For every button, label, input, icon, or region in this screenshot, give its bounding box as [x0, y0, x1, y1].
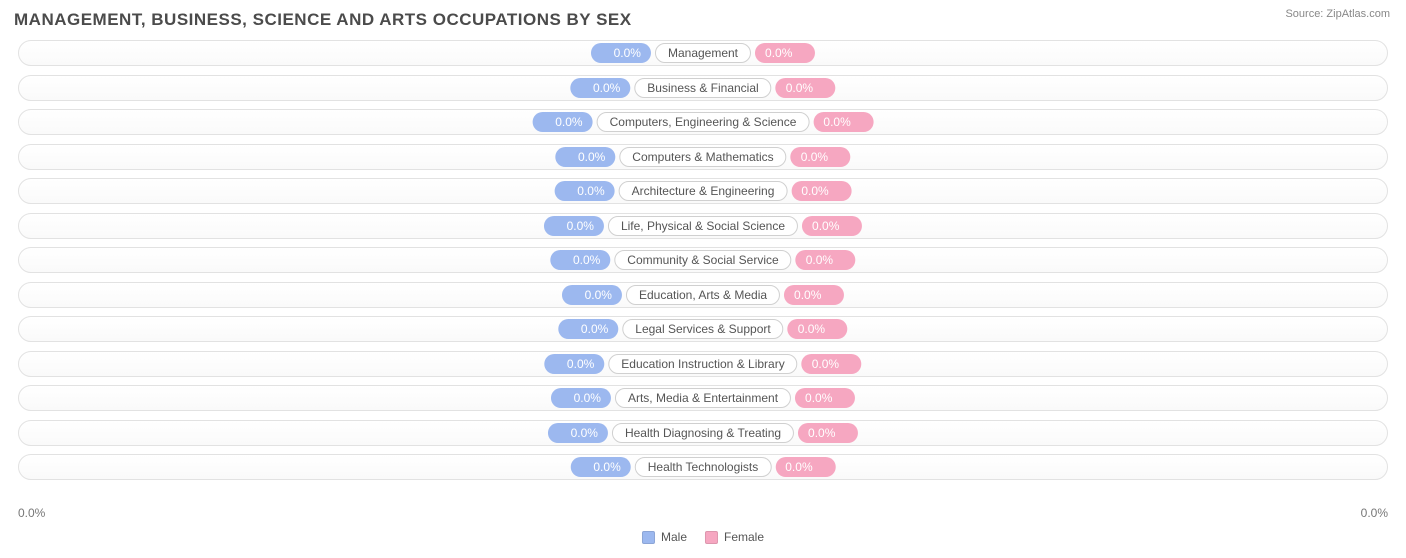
female-bar: 0.0%: [784, 285, 844, 305]
male-bar: 0.0%: [562, 285, 622, 305]
chart-row: 0.0%Education Instruction & Library0.0%: [18, 351, 1388, 377]
chart-row: 0.0%Computers & Mathematics0.0%: [18, 144, 1388, 170]
male-bar: 0.0%: [571, 457, 631, 477]
chart-row-inner: 0.0%Community & Social Service0.0%: [550, 250, 855, 270]
legend-item-female: Female: [705, 530, 764, 544]
chart-row-inner: 0.0%Computers & Mathematics0.0%: [555, 147, 850, 167]
category-label: Health Technologists: [635, 457, 772, 477]
legend: Male Female: [642, 530, 764, 544]
chart-row-inner: 0.0%Health Diagnosing & Treating0.0%: [548, 423, 858, 443]
male-bar: 0.0%: [544, 354, 604, 374]
chart-row: 0.0%Community & Social Service0.0%: [18, 247, 1388, 273]
chart-row: 0.0%Architecture & Engineering0.0%: [18, 178, 1388, 204]
male-bar: 0.0%: [551, 388, 611, 408]
category-label: Architecture & Engineering: [619, 181, 788, 201]
chart-title: MANAGEMENT, BUSINESS, SCIENCE AND ARTS O…: [0, 0, 1406, 30]
chart-row: 0.0%Health Diagnosing & Treating0.0%: [18, 420, 1388, 446]
chart-row-inner: 0.0%Education, Arts & Media0.0%: [562, 285, 844, 305]
chart-row: 0.0%Health Technologists0.0%: [18, 454, 1388, 480]
male-bar: 0.0%: [570, 78, 630, 98]
category-label: Life, Physical & Social Science: [608, 216, 798, 236]
chart-row-inner: 0.0%Legal Services & Support0.0%: [558, 319, 847, 339]
male-bar: 0.0%: [544, 216, 604, 236]
chart-row-inner: 0.0%Arts, Media & Entertainment0.0%: [551, 388, 855, 408]
female-bar: 0.0%: [798, 423, 858, 443]
chart-row: 0.0%Life, Physical & Social Science0.0%: [18, 213, 1388, 239]
chart-row-inner: 0.0%Business & Financial0.0%: [570, 78, 835, 98]
chart-row: 0.0%Management0.0%: [18, 40, 1388, 66]
chart-row-inner: 0.0%Computers, Engineering & Science0.0%: [533, 112, 874, 132]
chart-row-inner: 0.0%Life, Physical & Social Science0.0%: [544, 216, 862, 236]
female-bar: 0.0%: [755, 43, 815, 63]
male-bar: 0.0%: [555, 181, 615, 201]
category-label: Computers, Engineering & Science: [597, 112, 810, 132]
chart-row: 0.0%Business & Financial0.0%: [18, 75, 1388, 101]
chart-row-inner: 0.0%Health Technologists0.0%: [571, 457, 836, 477]
female-bar: 0.0%: [813, 112, 873, 132]
female-bar: 0.0%: [775, 457, 835, 477]
male-bar: 0.0%: [533, 112, 593, 132]
source-attribution: Source: ZipAtlas.com: [1285, 8, 1390, 20]
female-bar: 0.0%: [802, 354, 862, 374]
category-label: Management: [655, 43, 751, 63]
chart-row: 0.0%Arts, Media & Entertainment0.0%: [18, 385, 1388, 411]
male-bar: 0.0%: [550, 250, 610, 270]
legend-label-female: Female: [724, 530, 764, 544]
legend-swatch-male: [642, 531, 655, 544]
female-bar: 0.0%: [796, 250, 856, 270]
category-label: Health Diagnosing & Treating: [612, 423, 794, 443]
male-bar: 0.0%: [558, 319, 618, 339]
chart-row: 0.0%Legal Services & Support0.0%: [18, 316, 1388, 342]
axis-label-right: 0.0%: [1361, 506, 1388, 520]
chart-row-inner: 0.0%Education Instruction & Library0.0%: [544, 354, 861, 374]
legend-swatch-female: [705, 531, 718, 544]
category-label: Legal Services & Support: [622, 319, 783, 339]
category-label: Community & Social Service: [614, 250, 791, 270]
female-bar: 0.0%: [802, 216, 862, 236]
female-bar: 0.0%: [795, 388, 855, 408]
chart-row-inner: 0.0%Architecture & Engineering0.0%: [555, 181, 852, 201]
chart-row: 0.0%Education, Arts & Media0.0%: [18, 282, 1388, 308]
category-label: Computers & Mathematics: [619, 147, 786, 167]
legend-item-male: Male: [642, 530, 687, 544]
category-label: Arts, Media & Entertainment: [615, 388, 791, 408]
axis-label-left: 0.0%: [18, 506, 45, 520]
male-bar: 0.0%: [548, 423, 608, 443]
category-label: Education Instruction & Library: [608, 354, 797, 374]
chart-row: 0.0%Computers, Engineering & Science0.0%: [18, 109, 1388, 135]
female-bar: 0.0%: [776, 78, 836, 98]
chart-area: 0.0%Management0.0%0.0%Business & Financi…: [18, 40, 1388, 502]
male-bar: 0.0%: [555, 147, 615, 167]
legend-label-male: Male: [661, 530, 687, 544]
female-bar: 0.0%: [791, 147, 851, 167]
category-label: Business & Financial: [634, 78, 771, 98]
chart-row-inner: 0.0%Management0.0%: [591, 43, 815, 63]
male-bar: 0.0%: [591, 43, 651, 63]
category-label: Education, Arts & Media: [626, 285, 780, 305]
female-bar: 0.0%: [791, 181, 851, 201]
female-bar: 0.0%: [788, 319, 848, 339]
